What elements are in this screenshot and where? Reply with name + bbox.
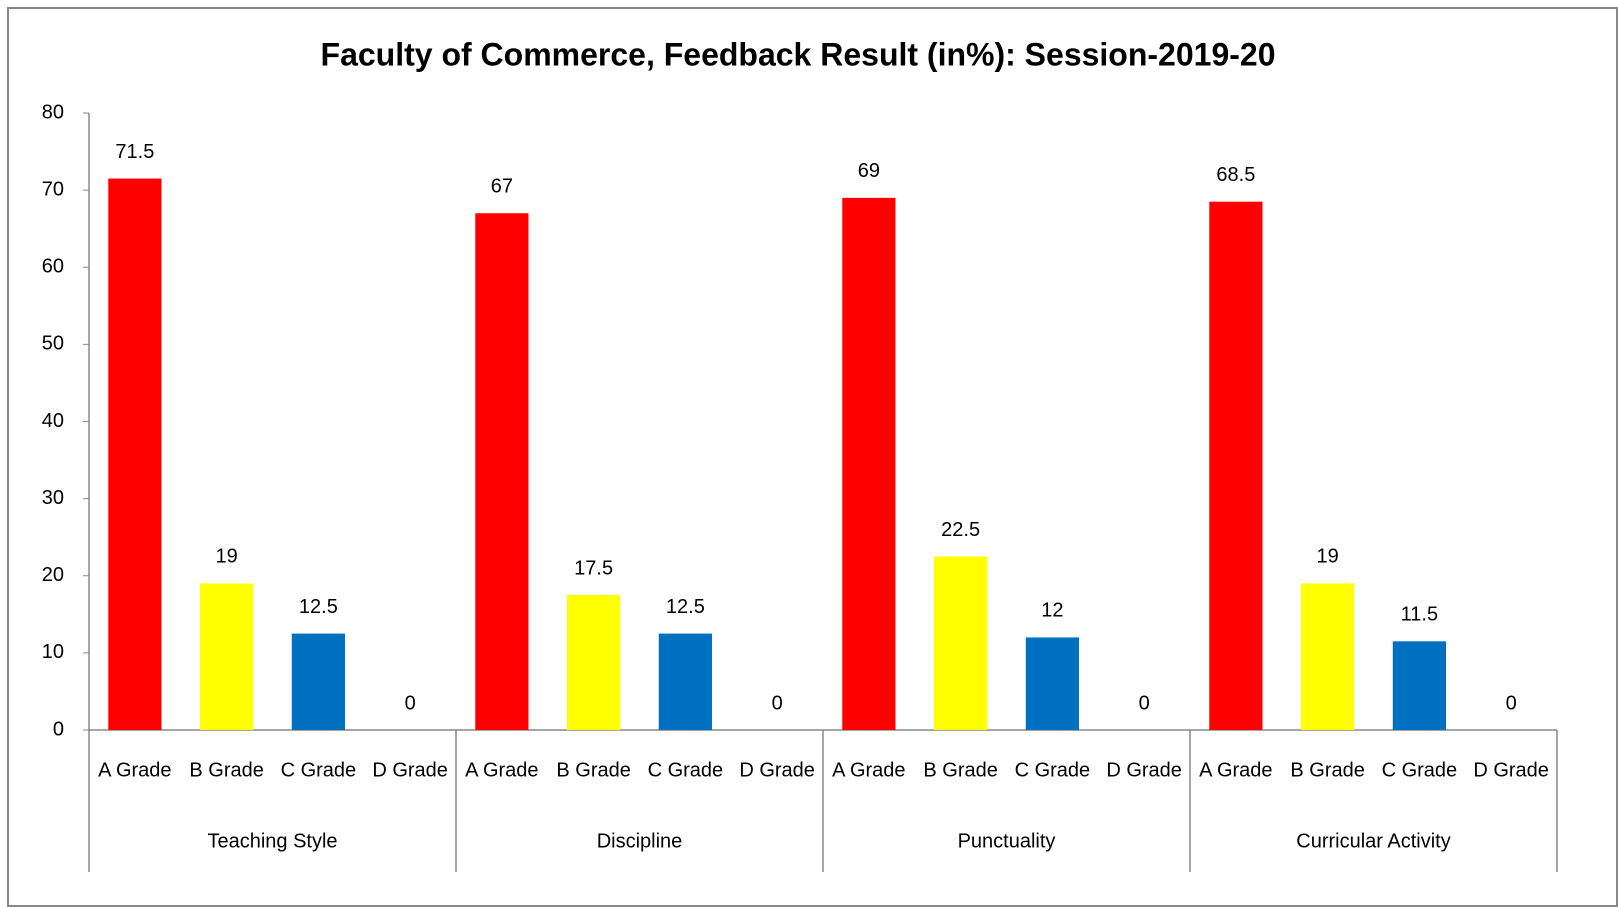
x-tick-label: D Grade	[372, 759, 448, 781]
data-label: 68.5	[1216, 164, 1255, 186]
y-tick-label: 30	[42, 487, 64, 509]
y-tick-label: 0	[53, 718, 64, 740]
data-label: 0	[1139, 692, 1150, 714]
data-label: 17.5	[574, 557, 613, 579]
data-label: 67	[491, 176, 513, 198]
x-tick-label: C Grade	[281, 759, 357, 781]
group-label: Teaching Style	[207, 830, 337, 852]
bar	[200, 583, 254, 730]
x-tick-label: D Grade	[1106, 759, 1182, 781]
x-tick-label: B Grade	[556, 759, 630, 781]
chart-frame	[7, 7, 1618, 907]
x-tick-label: D Grade	[739, 759, 815, 781]
y-tick-label: 50	[42, 333, 64, 355]
bar	[291, 633, 345, 730]
bar	[1025, 637, 1079, 730]
x-tick-label: A Grade	[832, 759, 905, 781]
bar	[108, 178, 162, 730]
data-label: 12	[1041, 600, 1063, 622]
data-label: 22.5	[941, 519, 980, 541]
data-label: 19	[1317, 546, 1339, 568]
y-tick-label: 70	[42, 178, 64, 200]
group-label: Discipline	[597, 830, 683, 852]
group-label: Curricular Activity	[1296, 830, 1450, 852]
x-tick-label: B Grade	[923, 759, 997, 781]
bar	[475, 213, 529, 730]
x-tick-label: C Grade	[648, 759, 724, 781]
x-tick-label: C Grade	[1015, 759, 1091, 781]
y-tick-label: 20	[42, 564, 64, 586]
x-tick-label: C Grade	[1382, 759, 1458, 781]
bar	[1301, 583, 1355, 730]
y-tick-label: 80	[42, 101, 64, 123]
data-label: 19	[216, 546, 238, 568]
bar	[842, 197, 896, 730]
group-label: Punctuality	[958, 830, 1056, 852]
y-tick-label: 40	[42, 410, 64, 432]
data-label: 12.5	[299, 596, 338, 618]
data-label: 12.5	[666, 596, 705, 618]
x-tick-label: A Grade	[465, 759, 538, 781]
bar	[658, 633, 712, 730]
chart-title: Faculty of Commerce, Feedback Result (in…	[321, 36, 1276, 72]
data-label: 0	[772, 692, 783, 714]
bar	[1209, 201, 1263, 731]
data-label: 11.5	[1401, 604, 1438, 626]
x-tick-label: B Grade	[189, 759, 263, 781]
data-label: 71.5	[115, 141, 154, 163]
x-tick-label: B Grade	[1290, 759, 1364, 781]
y-tick-label: 10	[42, 641, 64, 663]
y-tick-label: 60	[42, 256, 64, 278]
data-label: 69	[858, 160, 880, 182]
bar	[567, 595, 621, 730]
bar	[934, 556, 988, 730]
data-label: 0	[405, 692, 416, 714]
x-tick-label: A Grade	[98, 759, 171, 781]
x-tick-label: A Grade	[1199, 759, 1272, 781]
x-tick-label: D Grade	[1473, 759, 1549, 781]
data-label: 0	[1506, 692, 1517, 714]
bar	[1392, 641, 1446, 730]
